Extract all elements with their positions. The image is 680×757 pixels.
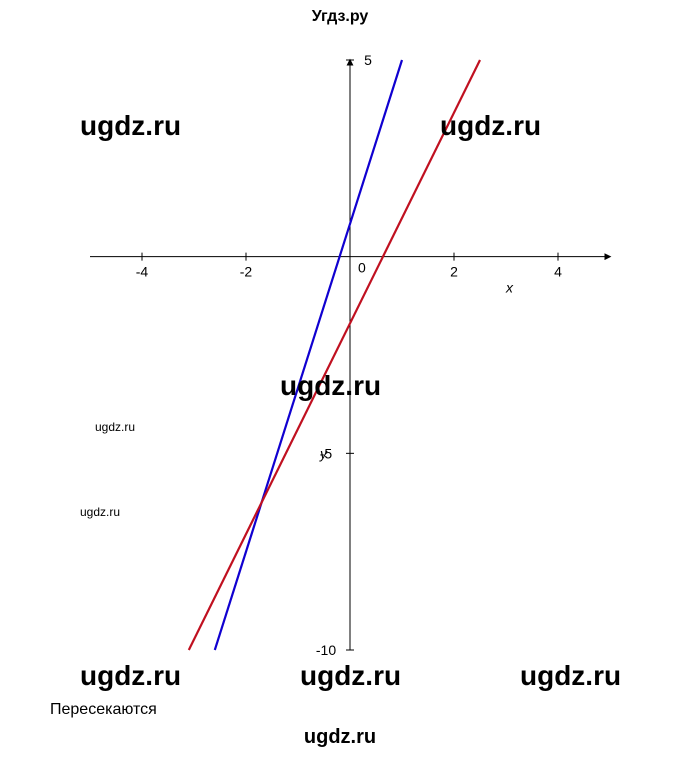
xtick-label-0: 0 [358,260,366,276]
footer-watermark: ugdz.ru [304,726,376,749]
watermark-small: ugdz.ru [80,505,120,519]
xtick-label: 2 [450,264,458,280]
watermark-big: ugdz.ru [280,370,381,402]
ytick-label: 5 [364,52,372,68]
watermark-big: ugdz.ru [520,660,621,692]
intersect-label: Пересекаются [50,701,157,719]
watermark-small: ugdz.ru [95,420,135,434]
chart-svg: -4-20245-5-10xy [50,50,630,670]
blue-line [215,60,402,650]
watermark-big: ugdz.ru [440,110,541,142]
chart: -4-20245-5-10xy [50,50,630,670]
watermark-big: ugdz.ru [80,110,181,142]
ytick-label: -10 [316,642,336,658]
y-axis-label: y [319,445,328,461]
xtick-label: -2 [240,264,253,280]
watermark-big: ugdz.ru [300,660,401,692]
page-header-title: Угдз.ру [312,8,369,26]
xtick-label: -4 [136,264,149,280]
red-line [189,60,480,650]
watermark-big: ugdz.ru [80,660,181,692]
xtick-label: 4 [554,264,562,280]
x-axis-label: x [505,280,514,296]
